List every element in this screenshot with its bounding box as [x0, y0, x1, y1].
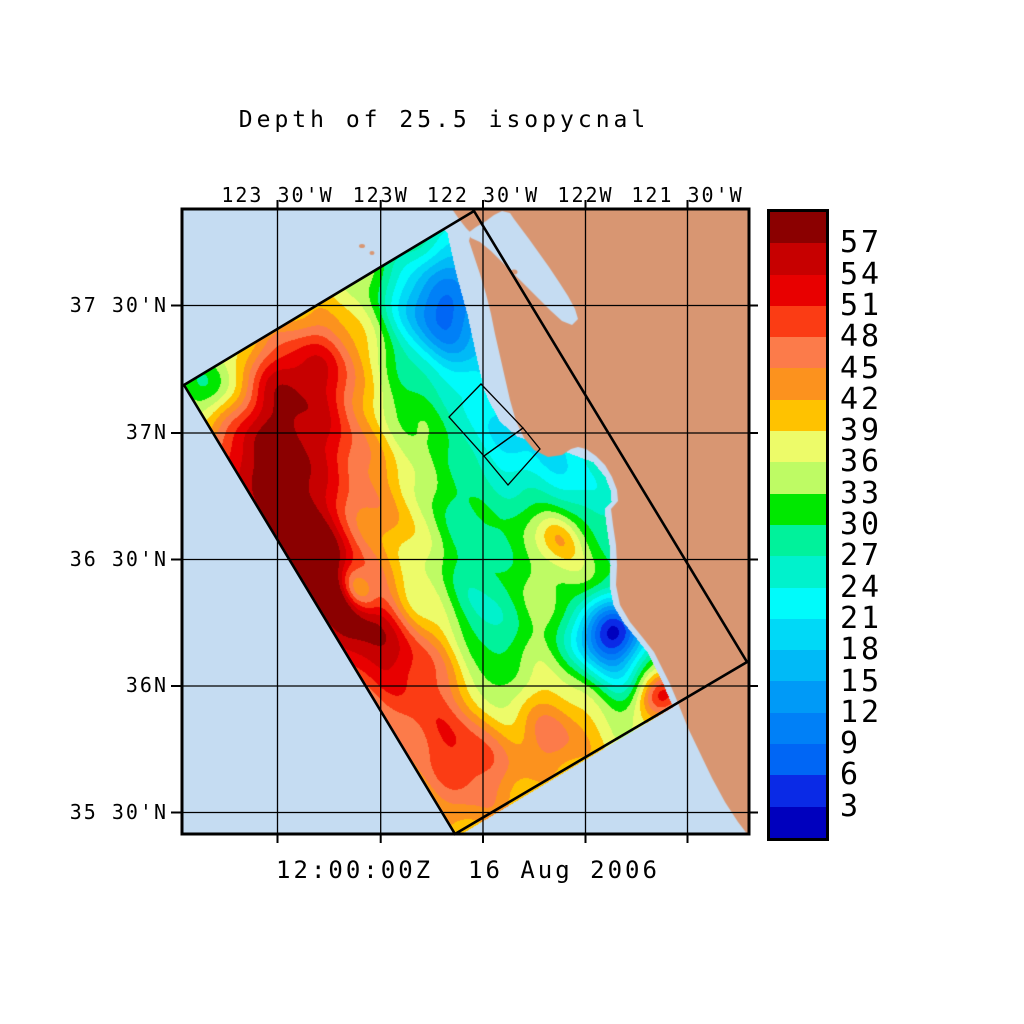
colorbar-band — [770, 618, 826, 651]
colorbar-band — [770, 212, 826, 244]
colorbar-tick-label: 9 — [840, 726, 862, 762]
lat-tick-label: 35 30'N — [69, 799, 168, 824]
lat-tick-label: 36N — [125, 673, 168, 697]
lat-tick-label: 37 30'N — [69, 292, 168, 317]
colorbar-tick-label: 3 — [840, 788, 862, 824]
lat-tick-label: 36 30'N — [69, 546, 168, 571]
colorbar-band — [770, 462, 826, 494]
colorbar-tick-label: 54 — [840, 256, 883, 292]
colorbar-band — [770, 556, 826, 588]
colorbar-band — [770, 524, 826, 557]
colorbar-band — [770, 806, 826, 838]
colorbar-tick-label: 39 — [840, 413, 883, 449]
lon-tick-label: 122W — [557, 183, 614, 207]
lon-tick-label: 121 30'W — [631, 183, 744, 207]
colorbar-tick-label: 15 — [840, 663, 883, 699]
colorbar-band — [770, 650, 826, 682]
timestamp-label: 12:00:00Z 16 Aug 2006 — [276, 856, 660, 884]
colorbar-band — [770, 243, 826, 275]
colorbar-tick-label: 27 — [840, 538, 883, 574]
colorbar-band — [770, 337, 826, 369]
colorbar-tick-label: 45 — [840, 350, 883, 386]
colorbar-tick-label: 12 — [840, 694, 883, 730]
colorbar-band — [770, 368, 826, 400]
colorbar-tick-label: 51 — [840, 287, 883, 323]
contour-field-canvas — [182, 209, 749, 834]
colorbar-band — [770, 587, 826, 619]
colorbar-tick-label: 24 — [840, 569, 883, 605]
colorbar-band — [770, 493, 826, 525]
colorbar-tick-label: 6 — [840, 757, 862, 793]
colorbar-band — [770, 681, 826, 713]
lon-tick-label: 123 30'W — [221, 183, 334, 207]
colorbar-tick-label: 18 — [840, 632, 883, 668]
colorbar-tick-label: 57 — [840, 225, 883, 261]
colorbar-band — [770, 744, 826, 776]
colorbar-tick-label: 21 — [840, 600, 883, 636]
plot-title: Depth of 25.5 isopycnal — [238, 107, 650, 133]
colorbar-band — [770, 775, 826, 807]
colorbar — [767, 209, 829, 841]
colorbar-band — [770, 431, 826, 463]
colorbar-band — [770, 274, 826, 306]
colorbar-tick-label: 36 — [840, 444, 883, 480]
colorbar-tick-label: 48 — [840, 319, 883, 355]
colorbar-band — [770, 399, 826, 432]
lon-tick-label: 122 30'W — [426, 183, 540, 207]
colorbar-tick-label: 33 — [840, 475, 883, 511]
colorbar-band — [770, 305, 826, 338]
lon-tick-label: 123W — [352, 183, 409, 207]
lat-tick-label: 37N — [125, 420, 168, 444]
colorbar-band — [770, 712, 826, 745]
colorbar-tick-label: 30 — [840, 507, 883, 542]
colorbar-tick-label: 42 — [840, 381, 883, 417]
